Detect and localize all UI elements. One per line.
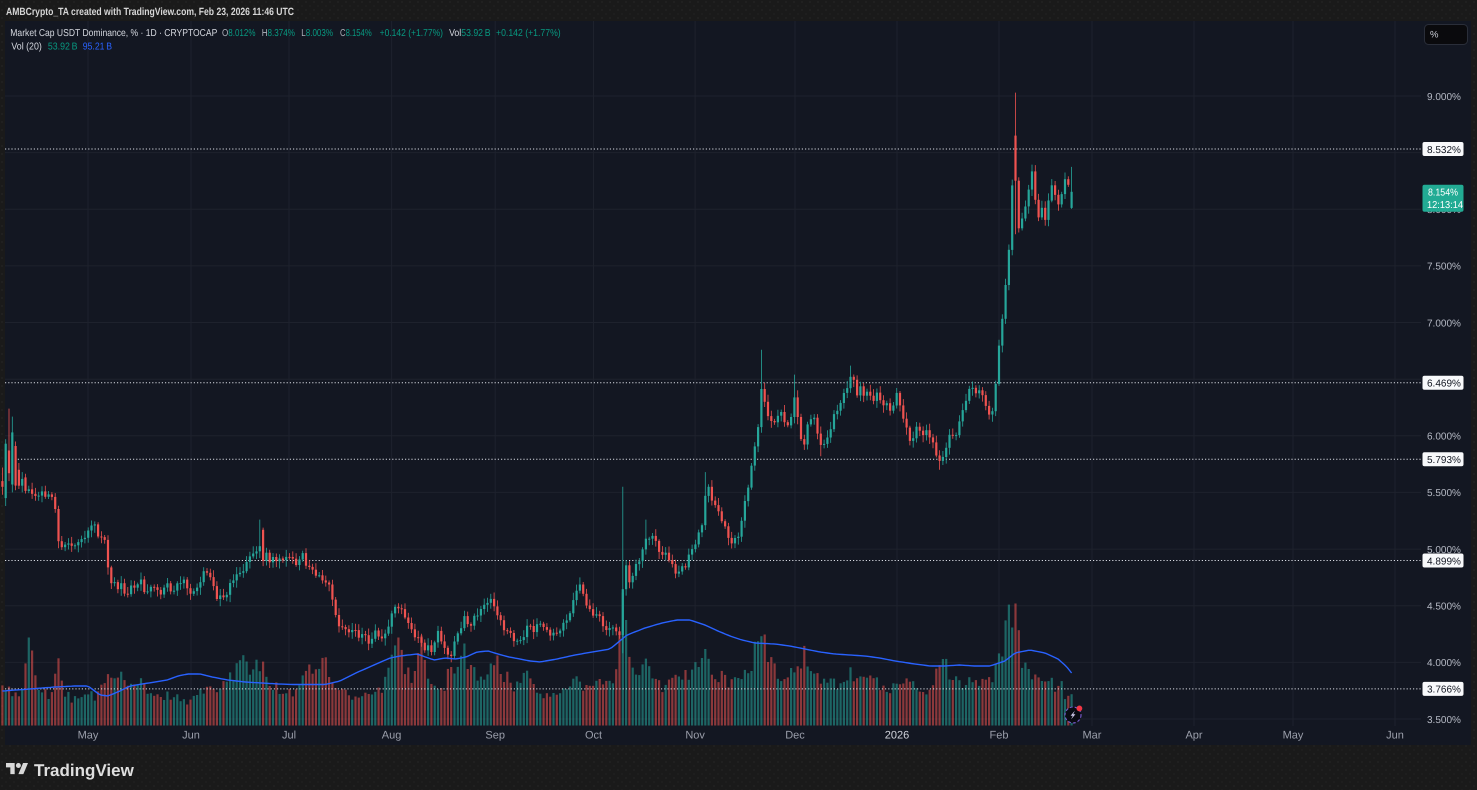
svg-text:5.500%: 5.500%: [1427, 488, 1461, 499]
svg-text:Vol (20): Vol (20): [11, 42, 41, 53]
svg-text:Apr: Apr: [1185, 730, 1202, 742]
svg-text:+0.142 (+1.77%): +0.142 (+1.77%): [380, 28, 443, 39]
svg-text:4.899%: 4.899%: [1427, 556, 1461, 567]
svg-text:2026: 2026: [885, 730, 909, 742]
svg-text:4.500%: 4.500%: [1427, 602, 1461, 613]
svg-text:5.000%: 5.000%: [1427, 545, 1461, 556]
svg-text:%: %: [1430, 30, 1439, 41]
svg-text:C8.154%: C8.154%: [340, 28, 372, 39]
svg-text:6.469%: 6.469%: [1427, 379, 1461, 390]
svg-text:53.92 B: 53.92 B: [48, 42, 78, 53]
svg-text:Sep: Sep: [485, 730, 505, 742]
svg-text:4.000%: 4.000%: [1427, 658, 1461, 669]
svg-text:Vol53.92 B: Vol53.92 B: [449, 28, 491, 39]
svg-text:Feb: Feb: [990, 730, 1009, 742]
svg-text:Jun: Jun: [182, 730, 200, 742]
svg-text:Jun: Jun: [1386, 730, 1404, 742]
svg-text:Market Cap USDT Dominance, % ·: Market Cap USDT Dominance, % · 1D · CRYP…: [10, 28, 217, 39]
svg-text:Oct: Oct: [585, 730, 602, 742]
svg-text:May: May: [1283, 730, 1304, 742]
svg-text:95.21 B: 95.21 B: [83, 42, 112, 53]
svg-text:8.154%: 8.154%: [1428, 188, 1458, 199]
svg-text:3.500%: 3.500%: [1427, 715, 1461, 726]
svg-text:7.000%: 7.000%: [1427, 318, 1461, 329]
svg-text:7.500%: 7.500%: [1427, 262, 1461, 273]
svg-text:Mar: Mar: [1083, 730, 1102, 742]
svg-text:5.793%: 5.793%: [1427, 455, 1461, 466]
svg-text:6.000%: 6.000%: [1427, 432, 1461, 443]
svg-text:12:13:14: 12:13:14: [1427, 200, 1463, 211]
svg-text:3.766%: 3.766%: [1427, 685, 1461, 696]
svg-text:May: May: [78, 730, 99, 742]
svg-text:AMBCrypto_TA created with Trad: AMBCrypto_TA created with TradingView.co…: [6, 6, 294, 18]
svg-text:+0.142 (+1.77%): +0.142 (+1.77%): [496, 28, 561, 39]
svg-text:Dec: Dec: [785, 730, 805, 742]
svg-text:9.000%: 9.000%: [1427, 92, 1461, 103]
svg-text:O8.012%: O8.012%: [222, 28, 256, 39]
svg-text:TradingView: TradingView: [34, 761, 135, 780]
svg-text:Aug: Aug: [382, 730, 402, 742]
svg-text:8.532%: 8.532%: [1427, 145, 1461, 156]
svg-text:H8.374%: H8.374%: [262, 28, 295, 39]
svg-text:L8.003%: L8.003%: [301, 28, 333, 39]
svg-text:Nov: Nov: [685, 730, 705, 742]
svg-text:Jul: Jul: [282, 730, 296, 742]
